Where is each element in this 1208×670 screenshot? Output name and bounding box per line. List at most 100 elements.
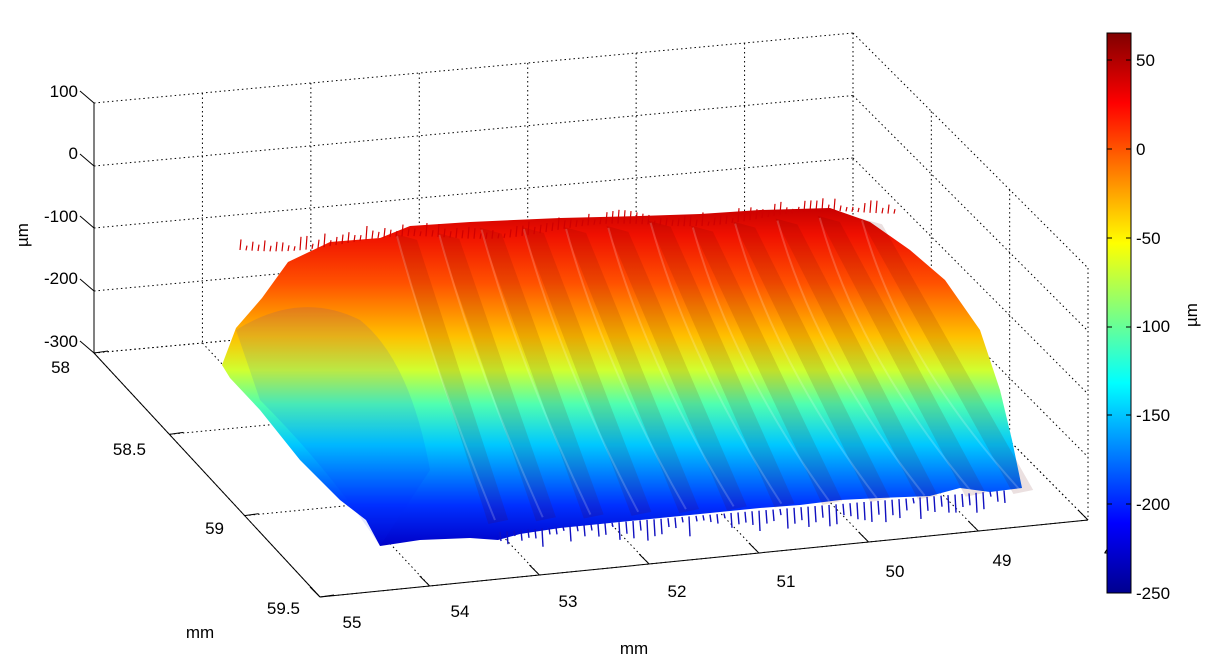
surface-body — [222, 208, 1022, 546]
surface-spike — [821, 505, 824, 518]
surface-spike — [809, 200, 812, 212]
colorbar-tick-label: -200 — [1136, 495, 1170, 514]
surface-spike — [311, 243, 314, 250]
surface-spike — [617, 209, 620, 224]
z-tick-mark — [79, 153, 95, 167]
surface-spike — [499, 531, 502, 542]
x-tick-label: 51 — [777, 572, 796, 591]
surface-spike — [473, 228, 476, 239]
surface-left-lobe — [236, 307, 430, 546]
surface-spike — [749, 207, 752, 221]
surface-ridge — [479, 227, 604, 519]
surface-spike — [548, 527, 551, 535]
surface-spike — [581, 219, 584, 227]
surface-spike — [245, 245, 248, 251]
colorbar: 50 0 -50 -100 -150 -200 -250 µm — [1106, 32, 1201, 603]
surface-spike — [665, 217, 668, 226]
surface-ridge — [395, 233, 509, 524]
axes — [79, 90, 1089, 598]
surface-spike — [723, 513, 726, 519]
surface-spike — [599, 217, 602, 225]
z-tick-label: -200 — [44, 269, 78, 288]
surface-spike — [569, 219, 572, 228]
surface-spike — [725, 215, 728, 224]
surface-spike — [751, 511, 754, 526]
surface-spike — [263, 240, 266, 252]
surface-spike — [593, 219, 596, 225]
surface-spike — [772, 509, 775, 522]
surface-spike — [293, 246, 296, 251]
surface-spike — [702, 515, 705, 521]
surface-spike — [365, 225, 368, 240]
x-tick-label: 55 — [343, 613, 362, 632]
colorbar-tick-label: 0 — [1136, 140, 1145, 159]
z-tick-mark — [79, 340, 95, 354]
y-axis-label: mm — [186, 623, 214, 642]
surface-ridge — [775, 218, 938, 500]
surface-spike — [961, 493, 964, 508]
surface-spike — [383, 227, 386, 238]
surface-spike — [539, 224, 542, 234]
surface-spike — [395, 230, 398, 237]
surface-spike — [513, 530, 516, 537]
surface-spike — [527, 529, 530, 538]
surface-spike — [323, 233, 326, 248]
surface-spike — [653, 220, 656, 225]
surface-spike — [562, 526, 565, 531]
surface-spike — [347, 232, 350, 243]
surface-spike — [947, 495, 950, 513]
surface-ridge — [648, 220, 795, 508]
surface-spike — [785, 207, 788, 215]
surface-spike — [719, 214, 722, 225]
surface-spike — [884, 500, 887, 523]
surface-spike — [779, 508, 782, 516]
surface-spike — [569, 526, 572, 542]
surface-spike — [863, 501, 866, 521]
y-tick-label: 59 — [205, 519, 224, 538]
surface-spike — [497, 233, 500, 239]
surface-spike — [827, 204, 830, 212]
surface-spike — [989, 491, 992, 497]
surface-spike — [968, 493, 971, 506]
x-axis-line — [319, 519, 1089, 598]
x-tick-mark — [858, 531, 869, 543]
surface-ridge — [521, 227, 652, 516]
surface-spike — [975, 492, 978, 513]
surface-spike — [299, 236, 302, 251]
surface-spike — [839, 205, 842, 212]
colorbar-label: µm — [1182, 303, 1201, 327]
surface-spike — [919, 497, 922, 519]
surface-spike — [695, 515, 698, 522]
surface-spike — [575, 220, 578, 227]
surface-spike — [701, 212, 704, 227]
surface-spike — [639, 520, 642, 531]
surface-spike — [576, 525, 579, 532]
colorbar-tick-label: -150 — [1136, 406, 1170, 425]
surface-spike — [869, 200, 872, 213]
x-tick-mark — [748, 542, 760, 554]
surface-spike — [677, 218, 680, 227]
surface-spike — [793, 507, 796, 524]
x-tick-mark — [638, 553, 650, 565]
surface-spike — [335, 236, 338, 246]
surface-ridge — [733, 221, 891, 503]
z-tick-mark — [79, 278, 95, 292]
surface-spike — [891, 499, 894, 516]
surface-spike — [611, 210, 614, 224]
colorbar-ticks — [1107, 59, 1131, 594]
surface-ridge — [437, 232, 556, 522]
surface-spike — [437, 223, 440, 237]
surface-spike — [419, 231, 422, 237]
surface-spike — [534, 529, 537, 539]
y-axis-ticks: 58 58.5 59 59.5 — [51, 358, 300, 618]
surface-spike — [305, 235, 308, 250]
surface-spike — [933, 496, 936, 513]
y-tick-label: 59.5 — [267, 599, 300, 618]
surface-spike — [755, 209, 758, 220]
surface-spike — [515, 225, 518, 237]
surface-spike — [353, 234, 356, 242]
surface-ridge-highlight — [565, 228, 687, 510]
surface-spike — [898, 499, 901, 519]
surface-ridge-highlight — [607, 227, 735, 507]
surface-ridge-highlight — [480, 229, 592, 515]
